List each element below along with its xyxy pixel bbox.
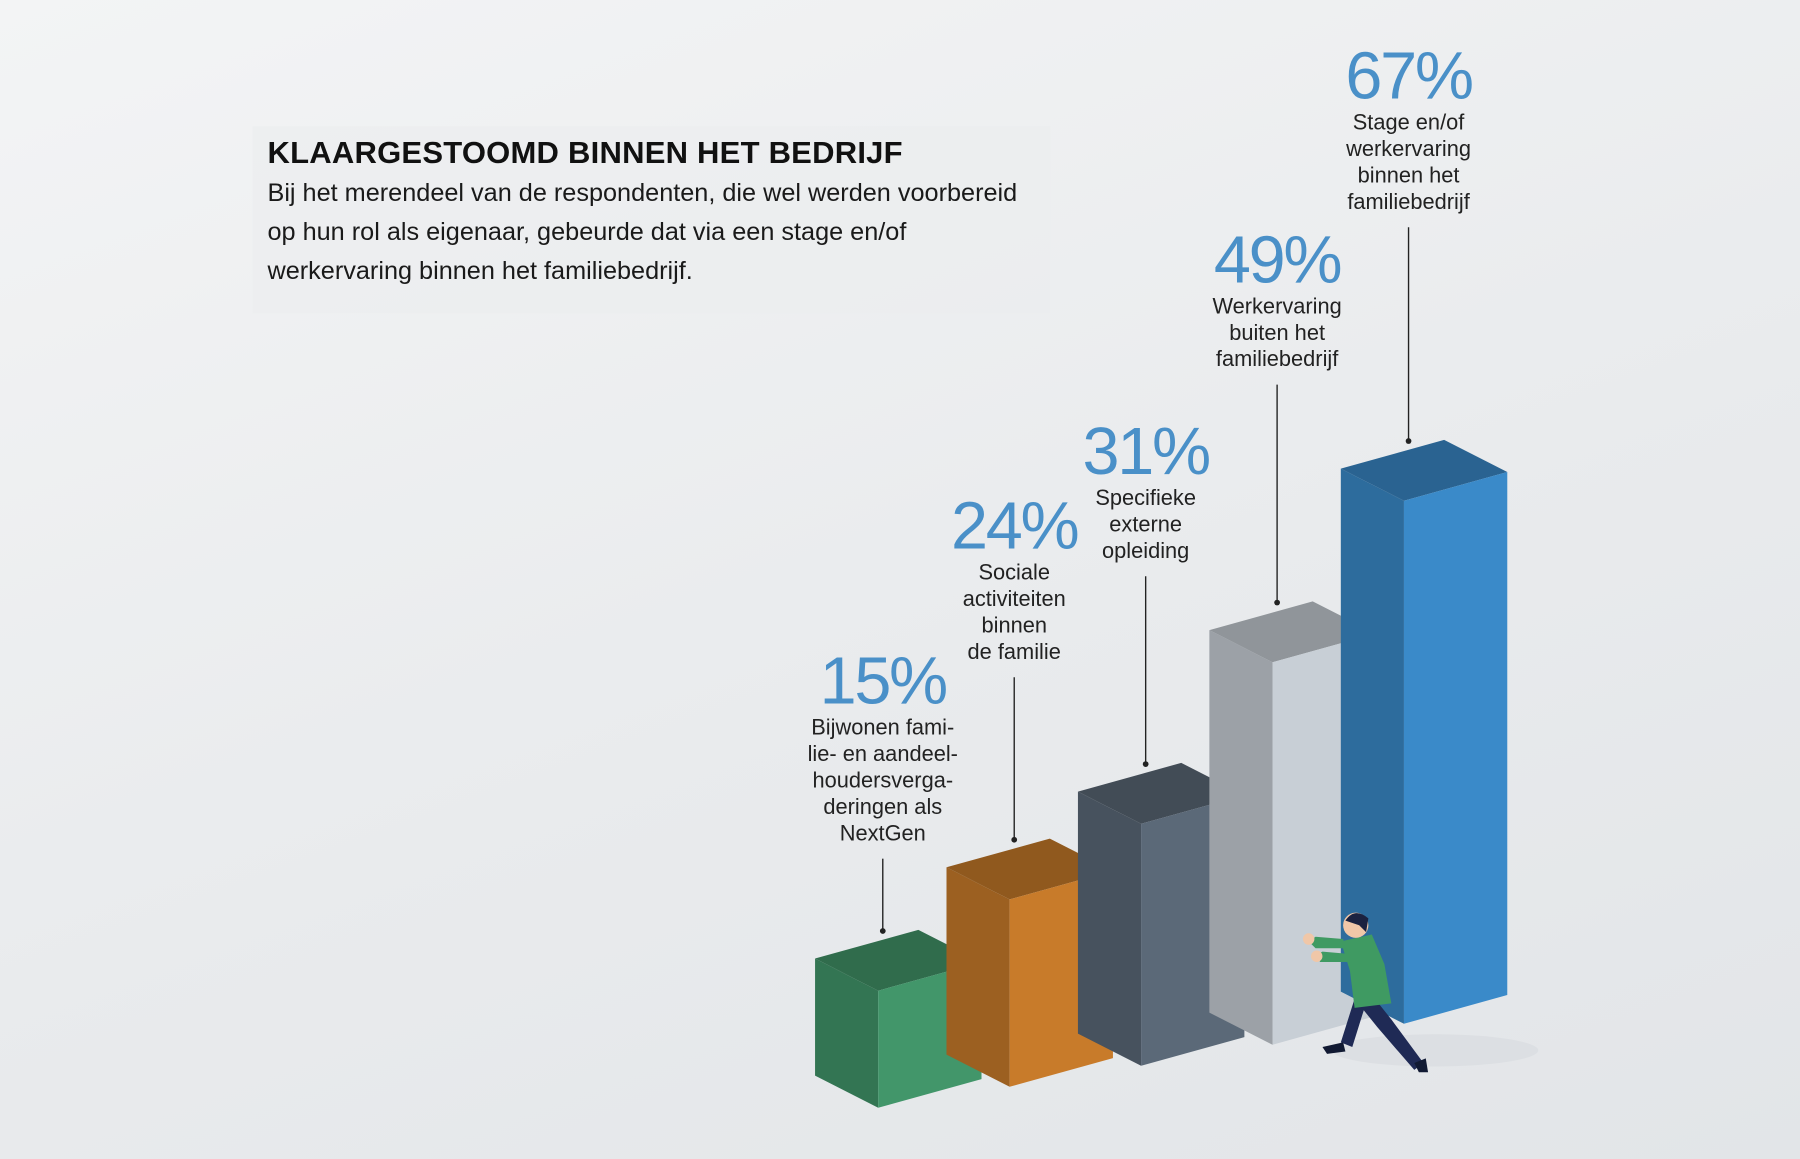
bar-top [815, 929, 982, 991]
value-label: 24% [951, 489, 1080, 564]
category-label: Specifieke externe opleiding [1095, 486, 1196, 564]
bar-side [946, 867, 1010, 1087]
chart-title: KLAARGESTOOMD BINNEN HET BEDRIJF [267, 135, 903, 170]
value-label: 31% [1082, 414, 1211, 490]
bar-label: 67% Stage en/of werkervaring binnen het f… [1305, 39, 1512, 216]
leader-dot [879, 928, 886, 934]
bar-side [1209, 630, 1273, 1045]
bar-side [1340, 468, 1404, 1024]
bar-label: 24% Sociale activiteiten binnen de famili… [911, 489, 1118, 666]
chart-subtitle: Bij het merendeel van de respondenten, d… [267, 177, 1018, 285]
leader-dot [1142, 761, 1149, 767]
value-label: 67% [1345, 39, 1474, 114]
value-label: 15% [819, 644, 949, 719]
bar-top [1077, 762, 1245, 824]
leader-dot [1274, 599, 1280, 606]
category-label: Stage en/of werkervaring binnen het fami… [1346, 111, 1471, 215]
value-label: 49% [1213, 222, 1343, 298]
category-label: Sociale activiteiten binnen de familie [962, 561, 1066, 665]
category-label: Werkervaring buiten het familiebedrijf [1212, 295, 1342, 372]
shadow [1331, 1034, 1539, 1067]
leader-dot [1405, 438, 1412, 444]
bar-side [1077, 791, 1142, 1066]
bar-label: 15% Bijwonen fami- lie- en aandeel- houde… [779, 644, 986, 848]
bar-top [1340, 439, 1508, 501]
bar-label: 49% Werkervaring buiten het familiebedrij… [1174, 227, 1381, 373]
leader-dot [1011, 836, 1018, 843]
bar [1403, 472, 1508, 1024]
bar-side [815, 958, 879, 1108]
bar-label: 31% Specifieke externe opleiding [1042, 414, 1249, 565]
bar-top [946, 838, 1113, 900]
bar-top [1209, 601, 1376, 663]
category-label: Bijwonen fami- lie- en aandeel- houdersv… [807, 716, 958, 847]
header: KLAARGESTOOMD BINNEN HET BEDRIJF Bij het… [252, 126, 1051, 314]
